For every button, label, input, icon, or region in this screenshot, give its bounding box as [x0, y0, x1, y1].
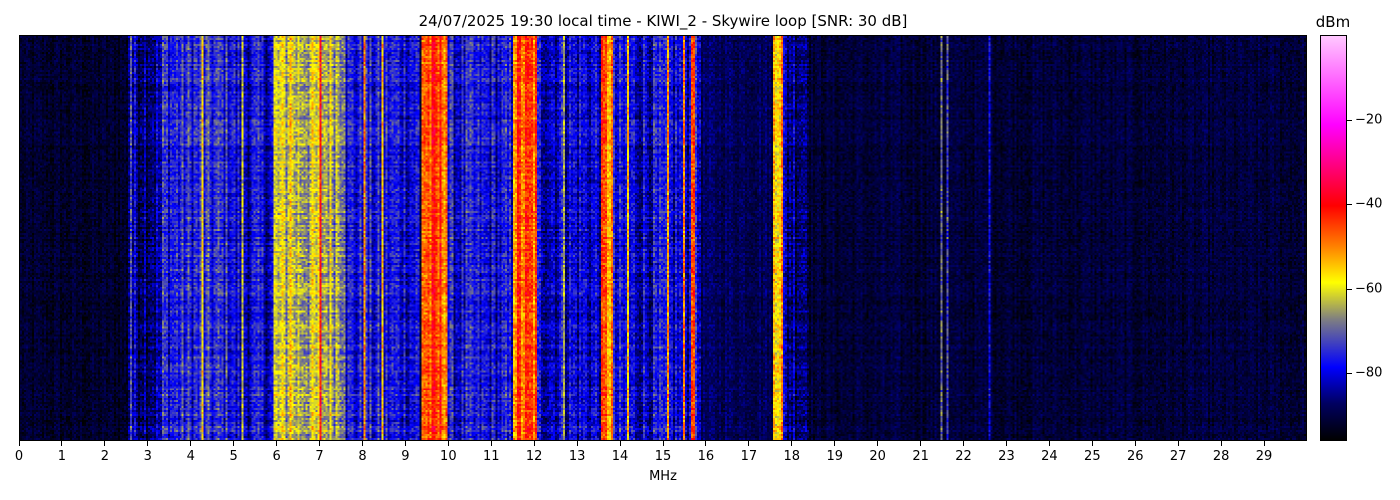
x-tick-label: 7	[315, 449, 324, 464]
x-tick	[791, 441, 793, 446]
x-tick-label: 2	[100, 449, 109, 464]
x-tick	[920, 441, 922, 446]
x-tick-label: 28	[1212, 449, 1230, 464]
x-tick	[705, 441, 707, 446]
x-tick	[748, 441, 750, 446]
x-tick	[276, 441, 278, 446]
x-tick	[1177, 441, 1179, 446]
x-tick-label: 24	[1041, 449, 1058, 464]
x-tick-label: 26	[1126, 449, 1144, 464]
colorbar-tick-label: −60	[1355, 281, 1383, 297]
x-tick-label: 1	[57, 449, 67, 464]
x-tick-label: 21	[912, 449, 929, 464]
x-tick	[147, 441, 149, 446]
x-tick	[490, 441, 492, 446]
x-tick-label: 18	[783, 449, 801, 464]
x-tick	[619, 441, 621, 446]
colorbar-tick	[1347, 119, 1352, 121]
x-tick	[61, 441, 63, 446]
x-tick	[963, 441, 965, 446]
x-tick-label: 25	[1084, 449, 1101, 464]
spectrogram-heatmap	[20, 36, 1306, 440]
colorbar-tick-label: −40	[1355, 196, 1383, 212]
x-tick	[361, 441, 363, 446]
x-axis-label: MHz	[649, 469, 677, 484]
x-tick	[1005, 441, 1007, 446]
x-tick-label: 22	[955, 449, 972, 464]
x-tick-label: 5	[229, 449, 238, 464]
x-tick-label: 4	[186, 449, 195, 464]
x-tick-label: 12	[525, 449, 543, 464]
colorbar-tick-label: −20	[1355, 112, 1383, 128]
x-tick-label: 29	[1255, 449, 1273, 464]
x-tick	[662, 441, 664, 446]
x-tick-label: 19	[826, 449, 843, 464]
x-tick	[533, 441, 535, 446]
x-tick-label: 11	[482, 449, 500, 464]
x-tick-label: 17	[740, 449, 758, 464]
x-tick	[404, 441, 406, 446]
x-tick	[877, 441, 879, 446]
x-tick-label: 8	[358, 449, 367, 464]
x-tick	[1134, 441, 1136, 446]
x-tick-label: 0	[14, 449, 24, 464]
x-tick	[576, 441, 578, 446]
x-tick	[104, 441, 106, 446]
x-tick	[233, 441, 235, 446]
x-tick-label: 27	[1169, 449, 1187, 464]
x-tick-label: 15	[654, 449, 672, 464]
x-tick-label: 23	[998, 449, 1015, 464]
x-tick-label: 6	[272, 449, 281, 464]
x-tick-label: 14	[611, 449, 629, 464]
x-tick-label: 9	[401, 449, 410, 464]
colorbar-tick	[1347, 204, 1352, 206]
x-tick-label: 16	[697, 449, 715, 464]
colorbar-tick	[1347, 373, 1352, 375]
chart-title: 24/07/2025 19:30 local time - KIWI_2 - S…	[418, 12, 908, 30]
colorbar	[1320, 35, 1347, 441]
x-tick-label: 20	[869, 449, 886, 464]
x-tick	[319, 441, 321, 446]
x-tick	[18, 441, 20, 446]
x-tick	[1263, 441, 1265, 446]
x-tick	[447, 441, 449, 446]
x-tick	[1048, 441, 1050, 446]
x-tick	[1220, 441, 1222, 446]
colorbar-tick-label: −80	[1355, 365, 1383, 381]
colorbar-label: dBm	[1315, 13, 1351, 31]
x-tick-label: 3	[143, 449, 152, 464]
x-tick	[834, 441, 836, 446]
x-tick	[190, 441, 192, 446]
colorbar-tick	[1347, 288, 1352, 290]
x-tick	[1091, 441, 1093, 446]
x-tick-label: 13	[568, 449, 586, 464]
spectrogram-plot	[19, 35, 1307, 441]
x-tick-label: 10	[440, 449, 457, 464]
